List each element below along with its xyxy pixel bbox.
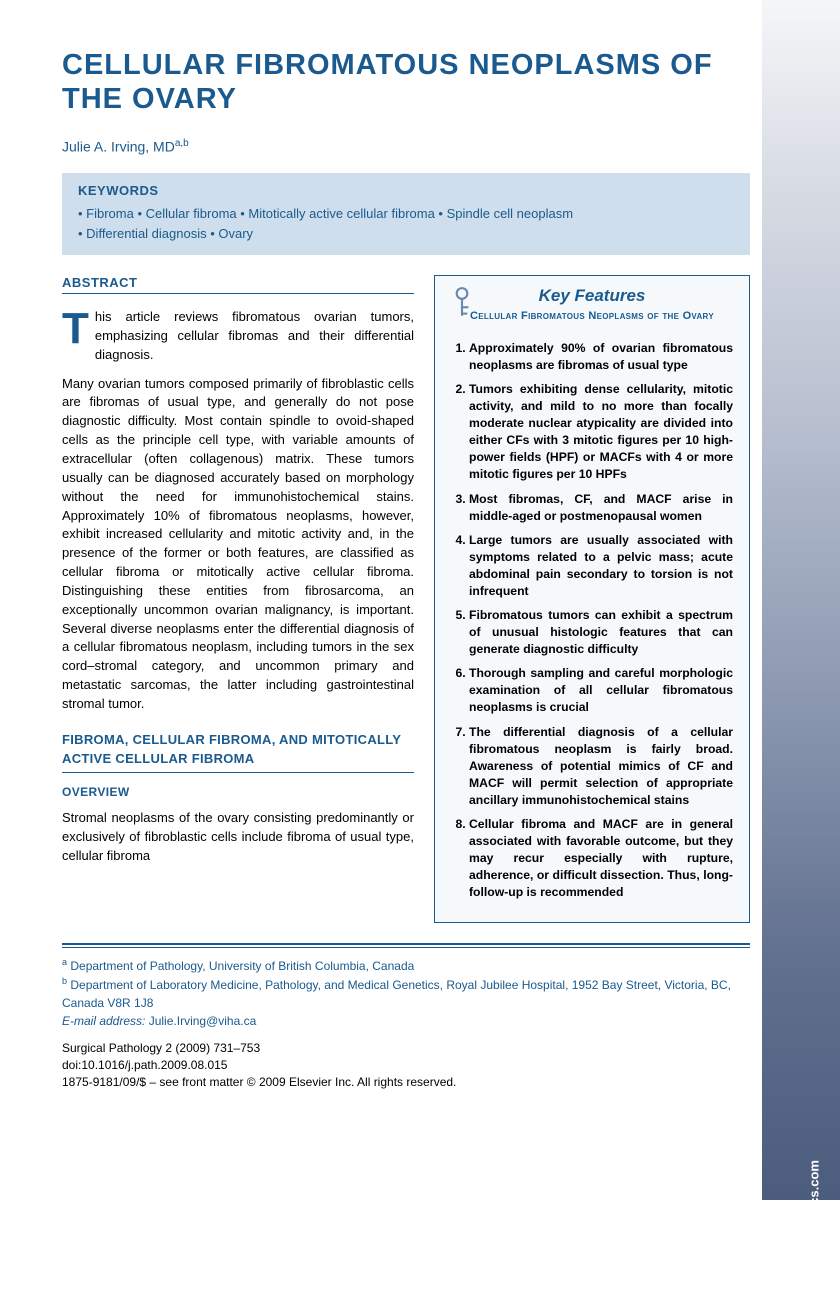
journal-url: surgpath.theclinics.com [807,1160,822,1310]
author-super: a,b [175,138,189,149]
key-icon [449,286,475,320]
kf-item: Most fibromas, CF, and MACF arise in mid… [469,491,733,525]
keywords-line2: • Differential diagnosis • Ovary [78,224,734,244]
kf-item: Large tumors are usually associated with… [469,532,733,600]
abstract-first: his article reviews fibromatous ovarian … [95,309,414,362]
affiliation-a: a Department of Pathology, University of… [62,956,750,975]
kf-item: Thorough sampling and careful morphologi… [469,665,733,716]
page-content: CELLULAR FIBROMATOUS NEOPLASMS OF THE OV… [0,0,840,1131]
keywords-line1: • Fibroma • Cellular fibroma • Mitotical… [78,204,734,224]
abstract-heading: ABSTRACT [62,275,414,294]
two-column-layout: ABSTRACT This article reviews fibromatou… [62,275,750,923]
kf-item: Approximately 90% of ovarian fibromatous… [469,340,733,374]
left-column: ABSTRACT This article reviews fibromatou… [62,275,414,923]
keywords-list: • Fibroma • Cellular fibroma • Mitotical… [78,204,734,243]
journal-copyright: 1875-9181/09/$ – see front matter © 2009… [62,1074,750,1091]
journal-doi: doi:10.1016/j.path.2009.08.015 [62,1057,750,1074]
author-line: Julie A. Irving, MDa,b [62,138,750,155]
key-features-box: Key Features Cellular Fibromatous Neopla… [434,275,750,923]
abstract-body: Many ovarian tumors composed primarily o… [62,375,414,714]
keywords-heading: KEYWORDS [78,183,734,198]
right-column: Key Features Cellular Fibromatous Neopla… [434,275,750,923]
kf-list: Approximately 90% of ovarian fibromatous… [435,332,749,922]
abstract-lead: This article reviews fibromatous ovarian… [62,308,414,365]
article-title: CELLULAR FIBROMATOUS NEOPLASMS OF THE OV… [62,48,750,116]
author-degree: MD [153,139,175,155]
kf-title: Key Features [449,286,735,306]
kf-item: The differential diagnosis of a cellular… [469,724,733,809]
kf-subtitle: Cellular Fibromatous Neoplasms of the Ov… [449,309,735,324]
kf-item: Cellular fibroma and MACF are in general… [469,816,733,901]
overview-text: Stromal neoplasms of the ovary consistin… [62,809,414,866]
kf-item: Tumors exhibiting dense cellularity, mit… [469,381,733,483]
dropcap: T [62,308,95,349]
affiliation-b: b Department of Laboratory Medicine, Pat… [62,975,750,1012]
journal-info: Surgical Pathology 2 (2009) 731–753 doi:… [62,1040,750,1090]
kf-item: Fibromatous tumors can exhibit a spectru… [469,607,733,658]
email-address: Julie.Irving@viha.ca [149,1014,257,1028]
journal-citation: Surgical Pathology 2 (2009) 731–753 [62,1040,750,1057]
kf-header: Key Features Cellular Fibromatous Neopla… [435,276,749,332]
author-name: Julie A. Irving, [62,139,153,155]
email-label: E-mail address: [62,1014,145,1028]
keywords-box: KEYWORDS • Fibroma • Cellular fibroma • … [62,173,750,255]
email-line: E-mail address: Julie.Irving@viha.ca [62,1012,750,1030]
overview-heading: OVERVIEW [62,785,414,799]
footer-divider [62,943,750,948]
affiliations: a Department of Pathology, University of… [62,956,750,1030]
section2-heading: FIBROMA, CELLULAR FIBROMA, AND MITOTICAL… [62,730,414,773]
